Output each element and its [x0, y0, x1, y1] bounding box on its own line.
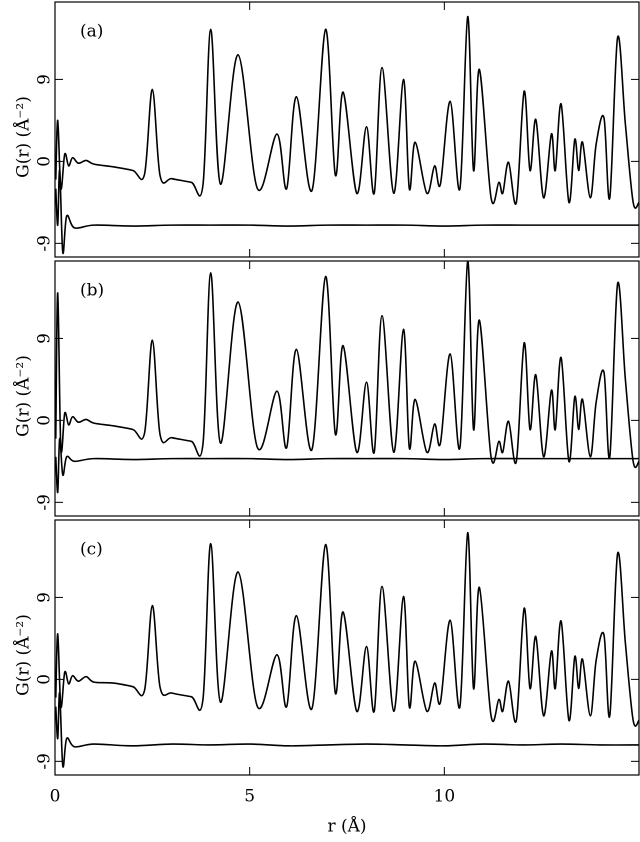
y-tick-label: -9: [35, 494, 55, 511]
panel-label: (a): [80, 22, 103, 42]
x-tick-label: 5: [244, 787, 255, 807]
y-axis-label: G(r) (Å⁻²): [13, 355, 34, 437]
y-tick-label: 9: [35, 592, 55, 603]
y-axis-label: G(r) (Å⁻²): [13, 96, 34, 178]
y-tick-label: -9: [35, 753, 55, 770]
panel-label: (b): [80, 281, 104, 301]
data-line: [55, 437, 639, 494]
x-tick-label: 0: [50, 787, 61, 807]
x-tick-label: 10: [434, 787, 456, 807]
y-axis-label: G(r) (Å⁻²): [13, 614, 34, 696]
y-tick-label: 0: [35, 674, 55, 685]
data-line: [55, 531, 639, 727]
plot-frame: [54, 519, 640, 776]
data-line: [55, 169, 639, 255]
y-tick-label: 0: [35, 156, 55, 167]
y-tick-label: 9: [35, 333, 55, 344]
plot-frame: [54, 1, 640, 258]
data-line: [55, 692, 639, 768]
data-line: [55, 261, 639, 469]
panel-label: (c): [80, 540, 103, 560]
y-tick-label: 0: [35, 415, 55, 426]
x-axis-label: r (Å): [327, 816, 366, 837]
y-tick-label: 9: [35, 74, 55, 85]
plot-frame: [54, 260, 640, 517]
data-line: [55, 15, 639, 209]
y-tick-label: -9: [35, 235, 55, 252]
